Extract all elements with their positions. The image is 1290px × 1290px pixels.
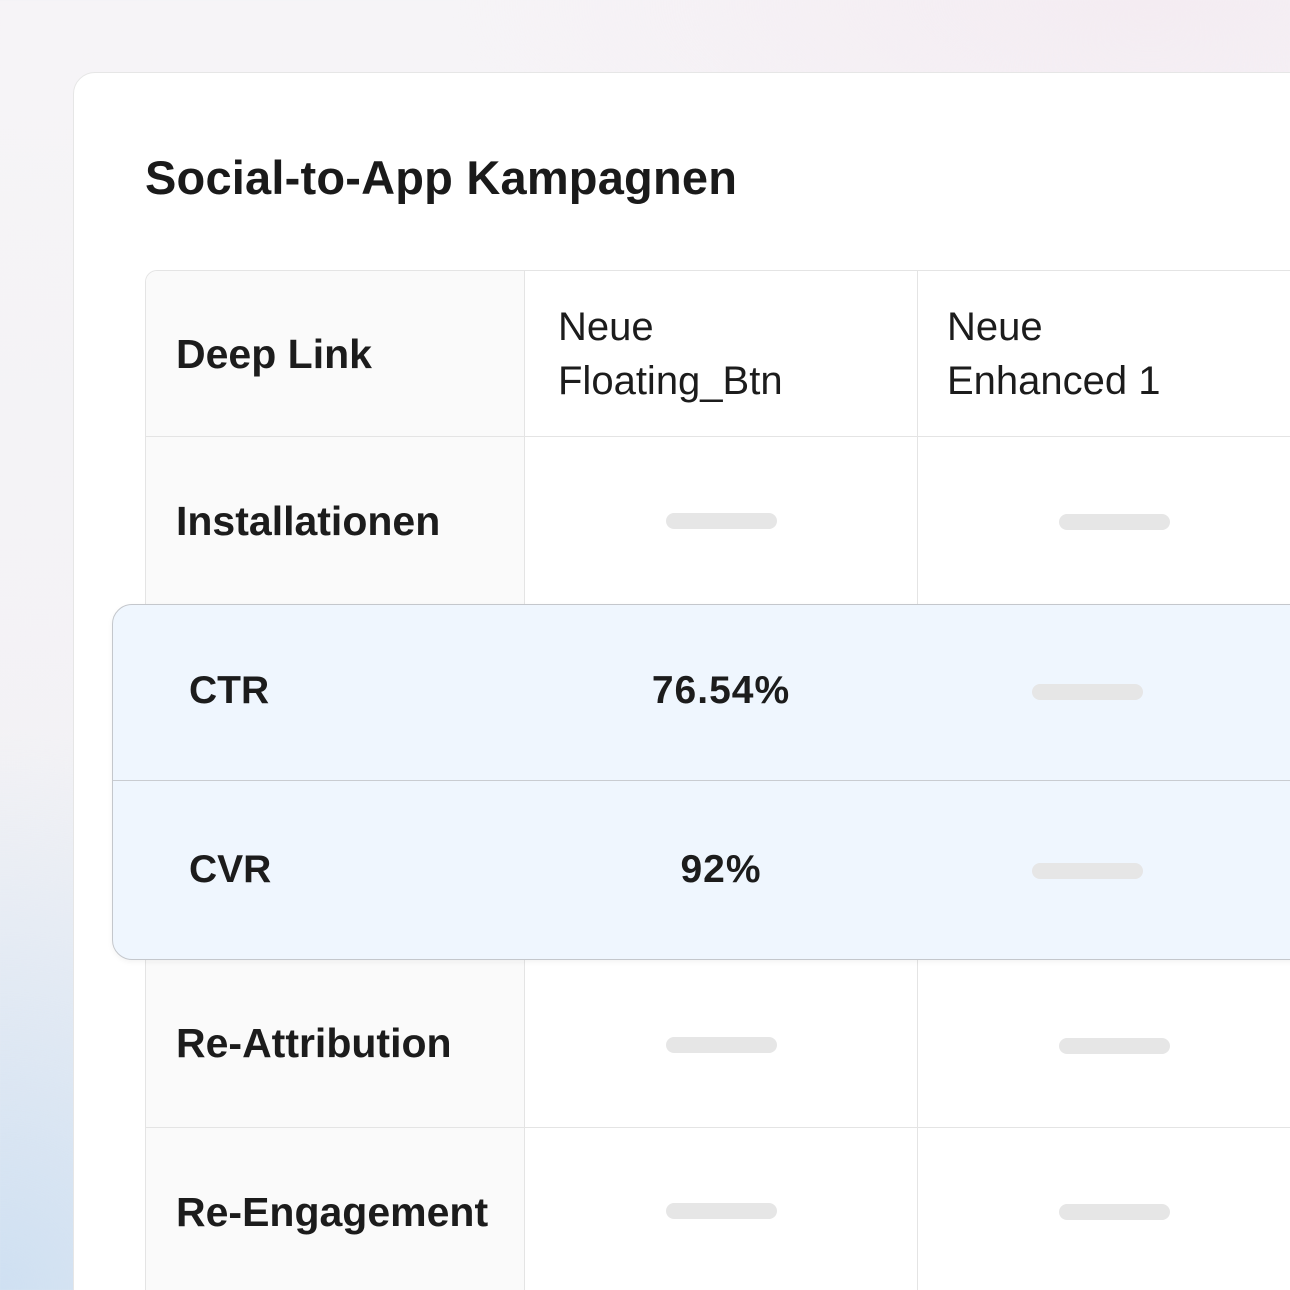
cvr-value: 92%: [680, 848, 762, 891]
column-header-enhanced-1[interactable]: Neue Enhanced 1: [947, 305, 1161, 403]
header-row-label: Deep Link: [176, 330, 372, 377]
loading-placeholder: [1032, 684, 1143, 700]
row-label-cvr: CVR: [189, 848, 272, 891]
column-header-floating-btn[interactable]: Neue Floating_Btn: [558, 305, 783, 403]
campaign-table: Deep Link Neue Floating_Btn Neue Enhance…: [145, 270, 1290, 1290]
loading-placeholder: [666, 1203, 777, 1219]
loading-placeholder: [1032, 863, 1143, 879]
highlight-divider: [113, 780, 1290, 781]
row-label-ctr: CTR: [189, 669, 270, 712]
card-title: Social-to-App Kampagnen: [145, 151, 738, 204]
ctr-value: 76.54%: [651, 669, 791, 712]
row-label-re-attribution: Re-Attribution: [176, 1019, 452, 1066]
row-label-installationen: Installationen: [176, 497, 441, 544]
loading-placeholder: [1059, 1204, 1170, 1220]
loading-placeholder: [1059, 1038, 1170, 1054]
row-divider: [146, 1127, 1290, 1128]
row-label-re-engagement: Re-Engagement: [176, 1188, 489, 1235]
row-divider: [146, 436, 1290, 437]
highlighted-metrics-card[interactable]: CTR 76.54% CVR 92%: [112, 604, 1290, 960]
loading-placeholder: [666, 513, 777, 529]
loading-placeholder: [1059, 514, 1170, 530]
loading-placeholder: [666, 1037, 777, 1053]
